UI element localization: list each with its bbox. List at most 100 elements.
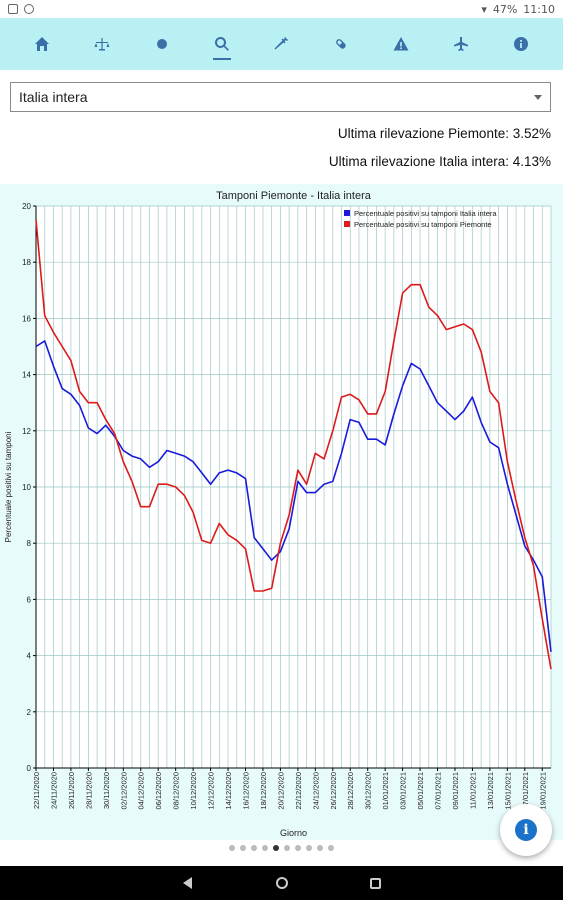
status-bar: ▾ 47% 11:10 (0, 0, 563, 18)
recents-square-icon (370, 877, 381, 889)
chart-container: 0 2 4 6 8 10 12 14 16 18 20 22/11/2020 24/11/2020 26/… (0, 184, 563, 840)
dot-icon (156, 39, 167, 49)
series-line-italia (35, 340, 552, 652)
top-nav-bar (0, 18, 563, 70)
page-dot[interactable] (229, 845, 235, 851)
x-tick-label: 26/11/2020 (67, 772, 76, 809)
last-reading-italia: Ultima rilevazione Italia intera: 4.13% (328, 154, 551, 169)
x-tick-label: 10/12/2020 (189, 772, 198, 810)
legend-swatch (344, 210, 350, 216)
legend-label: Percentuale positivi su tamponi Piemonte (354, 220, 492, 229)
back-triangle-icon (183, 877, 192, 889)
pill-icon (336, 39, 346, 49)
home-circle-icon (275, 877, 288, 889)
x-tick-label: 06/12/2020 (154, 772, 163, 810)
nav-search[interactable] (207, 26, 237, 62)
line-chart: 0 2 4 6 8 10 12 14 16 18 20 22/11/2020 24/11/2020 26/… (4, 190, 552, 838)
region-select[interactable]: Italia intera (10, 82, 551, 112)
page-dot[interactable] (273, 845, 279, 851)
info-fab-button[interactable]: i (500, 804, 552, 856)
x-tick-label: 30/11/2020 (102, 772, 111, 809)
x-tick-label: 24/11/2020 (49, 772, 58, 809)
search-icon (214, 36, 229, 51)
x-tick-label: 03/01/2021 (399, 772, 408, 810)
home-icon (34, 37, 49, 51)
x-tick-label: 18/12/2020 (259, 772, 268, 810)
y-tick-label: 16 (22, 314, 31, 323)
x-axis-label: Giorno (280, 828, 307, 838)
wifi-icon: ▾ (481, 2, 487, 16)
x-tick-label: 16/12/2020 (241, 772, 250, 810)
region-select-value: Italia intera (19, 89, 88, 105)
nav-syringe[interactable] (266, 26, 296, 62)
syringe-icon (274, 37, 289, 50)
y-tick-label: 2 (27, 708, 32, 717)
page-dot[interactable] (262, 845, 268, 851)
x-tick-label: 09/01/2021 (451, 772, 460, 810)
y-tick-label: 4 (27, 652, 32, 661)
page-dot[interactable] (251, 845, 257, 851)
y-tick-label: 8 (27, 539, 32, 548)
x-tick-label: 15/01/2021 (503, 772, 512, 810)
warning-icon (393, 37, 409, 51)
y-tick-label: 18 (22, 258, 31, 267)
page-dot[interactable] (240, 845, 246, 851)
legend-swatch (344, 221, 350, 227)
x-tick-label: 17/01/2021 (521, 772, 530, 810)
x-tick-label: 12/12/2020 (207, 772, 216, 810)
x-tick-label: 04/12/2020 (137, 772, 146, 810)
y-axis-label: Percentuale positivi su tamponi (4, 431, 13, 542)
recents-button[interactable] (369, 876, 383, 890)
nav-dot[interactable] (147, 26, 177, 62)
plane-icon (454, 37, 469, 51)
x-tick-label: 26/12/2020 (329, 772, 338, 810)
x-tick-label: 02/12/2020 (119, 772, 128, 810)
y-tick-label: 6 (27, 595, 32, 604)
info-circle-icon: i (515, 819, 537, 841)
clock-notification-icon (24, 4, 34, 14)
nav-warning[interactable] (386, 26, 416, 62)
clock-time: 11:10 (523, 2, 555, 16)
x-tick-label: 05/01/2021 (416, 772, 425, 810)
y-tick-label: 14 (22, 371, 31, 380)
x-tick-label: 11/01/2021 (468, 772, 477, 809)
nav-pill[interactable] (326, 26, 356, 62)
dropdown-arrow-icon (534, 94, 542, 100)
back-button[interactable] (181, 876, 195, 890)
x-tick-label: 13/01/2021 (486, 772, 495, 810)
y-tick-label: 10 (22, 483, 31, 492)
chart-title: Tamponi Piemonte - Italia intera (216, 190, 372, 202)
x-tick-label: 28/11/2020 (84, 772, 93, 809)
y-tick-label: 20 (22, 202, 31, 211)
x-tick-label: 22/12/2020 (294, 772, 303, 810)
page-dot[interactable] (306, 845, 312, 851)
x-tick-label: 30/12/2020 (364, 772, 373, 810)
nav-home[interactable] (27, 26, 57, 62)
battery-level: 47% (492, 2, 518, 16)
x-tick-label: 28/12/2020 (346, 772, 355, 810)
legend-label: Percentuale positivi su tamponi Italia i… (354, 209, 497, 218)
x-tick-label: 08/12/2020 (172, 772, 181, 810)
home-button[interactable] (275, 876, 289, 890)
x-tick-label: 07/01/2021 (434, 772, 443, 810)
x-tick-label: 01/01/2021 (381, 772, 390, 810)
nav-plane[interactable] (446, 26, 476, 62)
nav-info[interactable] (506, 26, 536, 62)
series-line-piemonte (35, 219, 552, 670)
x-tick-label: 24/12/2020 (311, 772, 320, 810)
page-dot[interactable] (295, 845, 301, 851)
nav-balance[interactable] (87, 26, 117, 62)
x-tick-label: 20/12/2020 (276, 772, 285, 810)
y-tick-label: 12 (22, 427, 31, 436)
gallery-notification-icon (8, 4, 18, 14)
balance-icon (94, 38, 110, 51)
page-indicator (0, 842, 563, 854)
info-icon (513, 37, 528, 51)
page-dot[interactable] (317, 845, 323, 851)
page-dot[interactable] (284, 845, 290, 851)
y-tick-label: 0 (27, 764, 32, 773)
last-reading-piemonte: Ultima rilevazione Piemonte: 3.52% (337, 126, 551, 141)
page-dot[interactable] (328, 845, 334, 851)
x-tick-label: 22/11/2020 (32, 772, 41, 809)
x-tick-label: 14/12/2020 (224, 772, 233, 810)
